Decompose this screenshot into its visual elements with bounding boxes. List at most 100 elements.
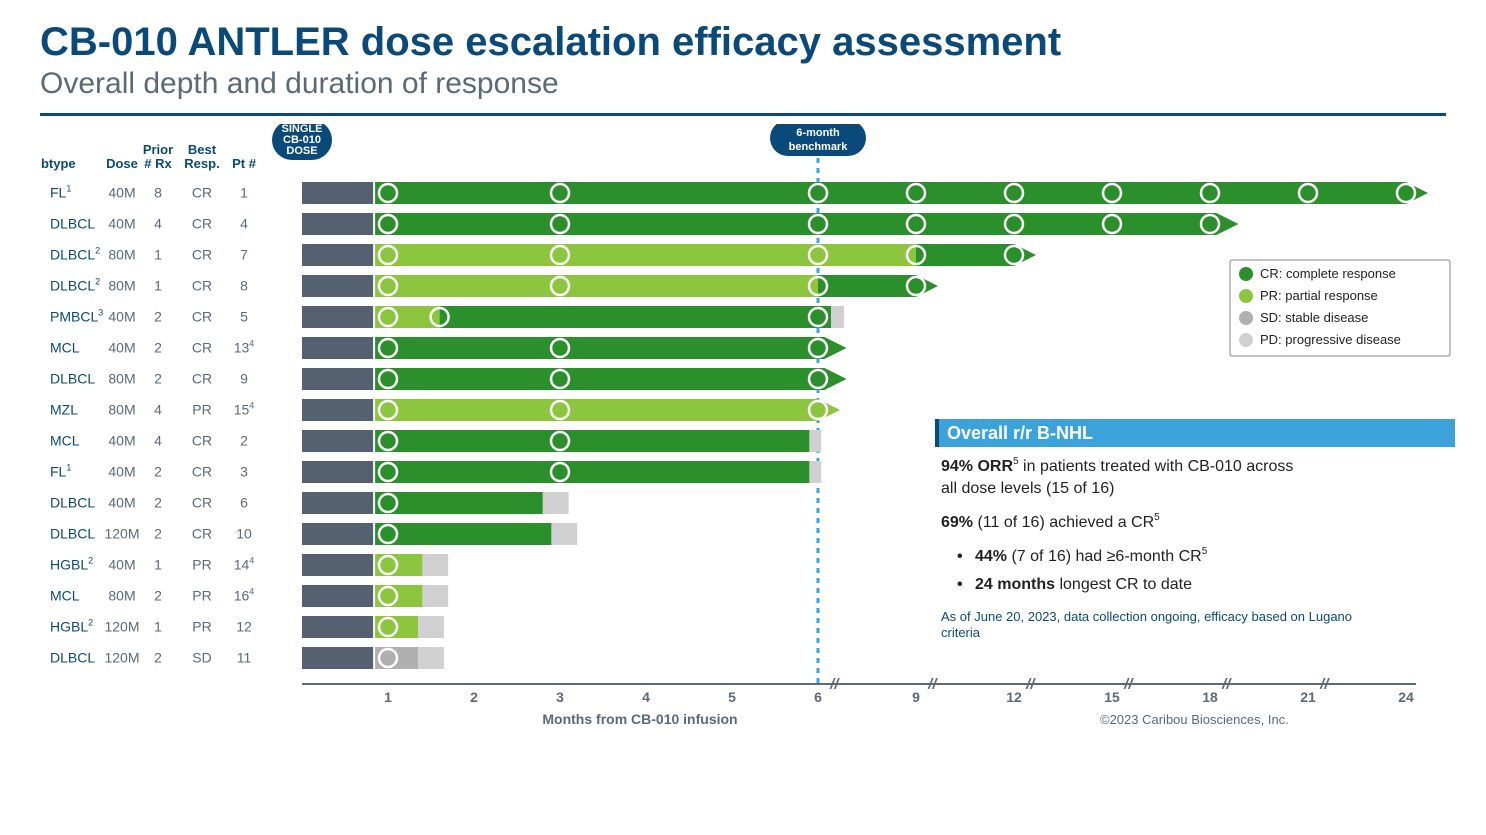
svg-text:4: 4 bbox=[154, 401, 162, 417]
svg-text:DOSE: DOSE bbox=[286, 145, 317, 157]
svg-text:DLBCL2: DLBCL2 bbox=[50, 245, 100, 262]
svg-text:•: • bbox=[957, 576, 963, 593]
svg-text:120M: 120M bbox=[104, 525, 139, 541]
svg-text:PD: progressive disease: PD: progressive disease bbox=[1260, 332, 1401, 347]
divider bbox=[40, 113, 1446, 116]
svg-text:2: 2 bbox=[154, 463, 162, 479]
svg-text:10: 10 bbox=[236, 525, 252, 541]
svg-text:8: 8 bbox=[154, 184, 162, 200]
svg-text:DLBCL2: DLBCL2 bbox=[50, 276, 100, 293]
svg-text:# Rx: # Rx bbox=[144, 156, 172, 171]
svg-text:As of June 20, 2023, data coll: As of June 20, 2023, data collection ong… bbox=[941, 609, 1352, 624]
svg-text:6: 6 bbox=[814, 689, 822, 705]
svg-text:MCL: MCL bbox=[50, 432, 80, 448]
svg-text:2: 2 bbox=[154, 370, 162, 386]
svg-text:80M: 80M bbox=[108, 246, 135, 262]
svg-text:40M: 40M bbox=[108, 463, 135, 479]
svg-text:18: 18 bbox=[1202, 689, 1218, 705]
svg-text:PMBCL3: PMBCL3 bbox=[50, 307, 103, 324]
svg-text:1: 1 bbox=[154, 556, 162, 572]
svg-text:Subtype: Subtype bbox=[40, 156, 76, 171]
svg-text:SD: stable disease: SD: stable disease bbox=[1260, 310, 1368, 325]
svg-text:2: 2 bbox=[154, 525, 162, 541]
svg-text:1: 1 bbox=[154, 277, 162, 293]
svg-text:7: 7 bbox=[240, 246, 248, 262]
svg-text:HGBL2: HGBL2 bbox=[50, 555, 93, 572]
svg-text:164: 164 bbox=[234, 586, 255, 603]
svg-text:PR: partial response: PR: partial response bbox=[1260, 288, 1378, 303]
svg-text:CR: CR bbox=[192, 339, 212, 355]
svg-text:DLBCL: DLBCL bbox=[50, 494, 95, 510]
svg-text:CR: complete response: CR: complete response bbox=[1260, 266, 1396, 281]
svg-text:1: 1 bbox=[154, 618, 162, 634]
svg-text:24: 24 bbox=[1398, 689, 1414, 705]
svg-text:6-month: 6-month bbox=[796, 127, 840, 139]
svg-text:CR: CR bbox=[192, 308, 212, 324]
svg-text:Dose: Dose bbox=[106, 156, 138, 171]
svg-text:CR: CR bbox=[192, 246, 212, 262]
svg-text:PR: PR bbox=[192, 587, 211, 603]
svg-text:1: 1 bbox=[240, 184, 248, 200]
svg-text:DLBCL: DLBCL bbox=[50, 649, 95, 665]
svg-text:11: 11 bbox=[237, 649, 252, 665]
svg-text:HGBL2: HGBL2 bbox=[50, 617, 93, 634]
svg-text:Overall r/r B-NHL: Overall r/r B-NHL bbox=[947, 423, 1093, 443]
svg-text:9: 9 bbox=[240, 370, 248, 386]
svg-text:2: 2 bbox=[240, 432, 248, 448]
svg-text:8: 8 bbox=[240, 277, 248, 293]
svg-text:40M: 40M bbox=[108, 215, 135, 231]
svg-text:80M: 80M bbox=[108, 587, 135, 603]
svg-text:94% ORR5 in patients treated w: 94% ORR5 in patients treated with CB-010… bbox=[941, 456, 1293, 475]
svg-text:4: 4 bbox=[642, 689, 650, 705]
svg-text:CR: CR bbox=[192, 463, 212, 479]
svg-text:12: 12 bbox=[1006, 689, 1022, 705]
svg-text:2: 2 bbox=[154, 649, 162, 665]
svg-text:69% (11 of 16) achieved a CR5: 69% (11 of 16) achieved a CR5 bbox=[941, 512, 1160, 531]
svg-text:40M: 40M bbox=[108, 494, 135, 510]
swimmer-chart: SubtypeDosePrior# RxBestResp.Pt #SINGLEC… bbox=[40, 124, 1446, 764]
svg-text:Prior: Prior bbox=[143, 142, 173, 157]
svg-text:1: 1 bbox=[384, 689, 392, 705]
svg-text:benchmark: benchmark bbox=[789, 141, 849, 153]
svg-text:154: 154 bbox=[234, 400, 255, 417]
svg-text:44% (7 of 16) had ≥6-month CR5: 44% (7 of 16) had ≥6-month CR5 bbox=[975, 546, 1208, 565]
svg-text:2: 2 bbox=[154, 339, 162, 355]
svg-text:40M: 40M bbox=[108, 184, 135, 200]
svg-text:80M: 80M bbox=[108, 277, 135, 293]
svg-text:CR: CR bbox=[192, 277, 212, 293]
svg-text:DLBCL: DLBCL bbox=[50, 370, 95, 386]
svg-text:MZL: MZL bbox=[50, 401, 78, 417]
svg-text:CR: CR bbox=[192, 215, 212, 231]
svg-text:FL1: FL1 bbox=[50, 462, 71, 479]
svg-text:144: 144 bbox=[234, 555, 255, 572]
svg-text:40M: 40M bbox=[108, 339, 135, 355]
svg-text:PR: PR bbox=[192, 556, 211, 572]
svg-text:40M: 40M bbox=[108, 432, 135, 448]
svg-text:Months from CB-010 infusion: Months from CB-010 infusion bbox=[542, 711, 737, 727]
svg-text:3: 3 bbox=[556, 689, 564, 705]
svg-text:4: 4 bbox=[154, 432, 162, 448]
svg-text:15: 15 bbox=[1104, 689, 1120, 705]
svg-text:1: 1 bbox=[154, 246, 162, 262]
svg-text:Resp.: Resp. bbox=[184, 156, 219, 171]
svg-text:2: 2 bbox=[154, 494, 162, 510]
svg-text:CR: CR bbox=[192, 370, 212, 386]
svg-text:40M: 40M bbox=[108, 308, 135, 324]
svg-text:134: 134 bbox=[234, 338, 255, 355]
svg-text:3: 3 bbox=[240, 463, 248, 479]
svg-text:2: 2 bbox=[154, 587, 162, 603]
svg-text:all dose levels (15 of 16): all dose levels (15 of 16) bbox=[941, 480, 1114, 497]
svg-text:80M: 80M bbox=[108, 401, 135, 417]
page-subtitle: Overall depth and duration of response bbox=[40, 67, 1446, 101]
svg-text:120M: 120M bbox=[104, 649, 139, 665]
svg-text:PR: PR bbox=[192, 401, 211, 417]
svg-text:FL1: FL1 bbox=[50, 183, 71, 200]
svg-text:24 months longest CR to date: 24 months longest CR to date bbox=[975, 576, 1192, 593]
svg-text:criteria: criteria bbox=[941, 625, 981, 640]
svg-text:©2023 Caribou Biosciences, Inc: ©2023 Caribou Biosciences, Inc. bbox=[1100, 712, 1289, 727]
svg-text:2: 2 bbox=[470, 689, 478, 705]
svg-text:PR: PR bbox=[192, 618, 211, 634]
svg-text:Best: Best bbox=[188, 142, 217, 157]
svg-text:DLBCL: DLBCL bbox=[50, 215, 95, 231]
svg-text:21: 21 bbox=[1300, 689, 1316, 705]
